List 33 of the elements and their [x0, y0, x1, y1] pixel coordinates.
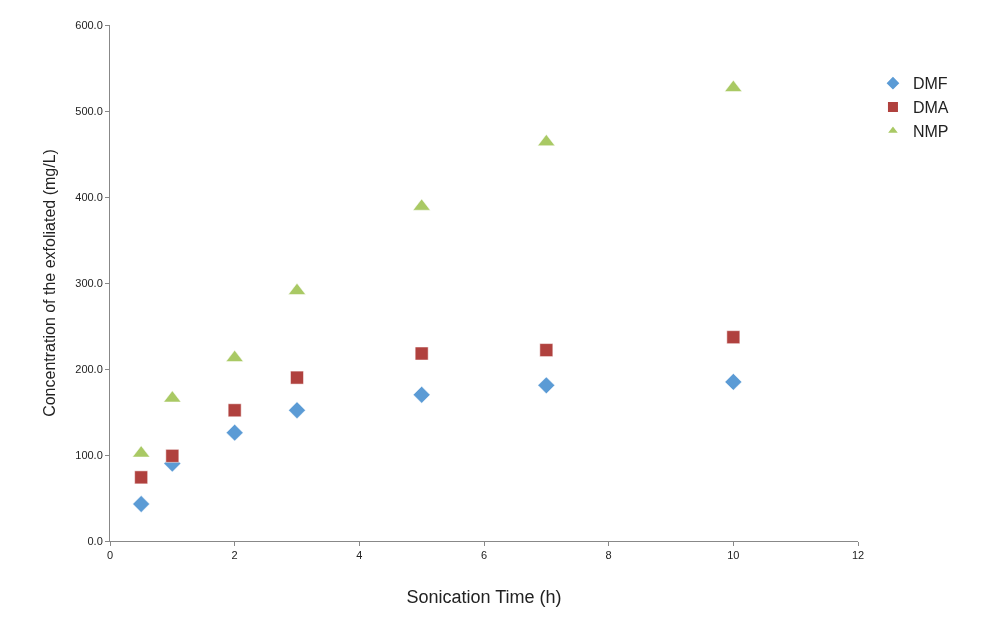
- x-tick-label: 12: [851, 549, 865, 562]
- point: [134, 470, 148, 485]
- y-tick-label: 600.0: [75, 18, 103, 31]
- y-tick-label: 500.0: [75, 104, 103, 117]
- point: [288, 282, 306, 295]
- point: [290, 370, 304, 385]
- y-axis-title: Concentration of the exfoliated (mg/L): [41, 149, 59, 417]
- point: [726, 330, 741, 344]
- point: [412, 386, 431, 404]
- y-tick-label: 100.0: [75, 448, 103, 461]
- point: [288, 401, 306, 419]
- point: [165, 449, 180, 463]
- x-tick-label: 6: [480, 549, 488, 562]
- x-tick-label: 4: [356, 549, 363, 562]
- point: [225, 423, 244, 442]
- point: [414, 346, 429, 361]
- y-tick-label: 0.0: [87, 534, 103, 547]
- point: [539, 343, 554, 357]
- y-tick-label: 300.0: [75, 276, 103, 289]
- legend-label: DMA: [912, 99, 949, 117]
- x-axis-title: Sonication Time (h): [406, 587, 562, 608]
- y-tick-label: 400.0: [75, 190, 103, 203]
- point: [537, 376, 556, 395]
- y-tick-label: 200.0: [75, 362, 103, 375]
- legend-label: NMP: [912, 123, 949, 141]
- x-tick-label: 2: [231, 549, 238, 562]
- x-tick-label: 10: [727, 549, 740, 562]
- x-tick-label: 0: [106, 549, 114, 562]
- point: [227, 403, 242, 418]
- point: [132, 495, 150, 513]
- point: [724, 373, 743, 391]
- legend-label: DMF: [912, 75, 948, 93]
- x-tick-label: 8: [605, 549, 612, 562]
